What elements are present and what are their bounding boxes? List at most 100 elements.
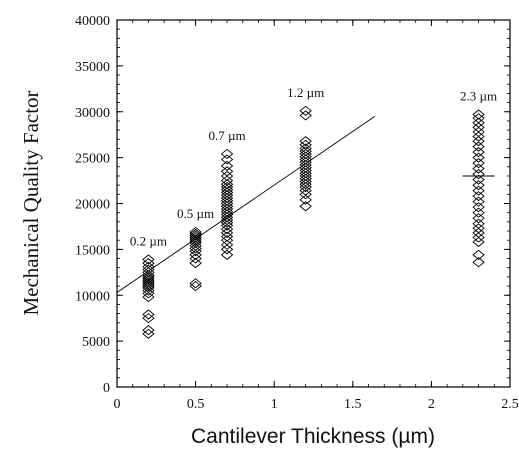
data-point [189, 230, 202, 241]
data-point [220, 154, 234, 165]
data-point [142, 292, 155, 303]
data-point [220, 201, 234, 212]
data-point [472, 257, 485, 268]
data-point [472, 223, 485, 234]
data-point [189, 278, 202, 289]
data-point [220, 235, 234, 246]
x-tick-label: 0.5 [187, 397, 205, 412]
data-point [299, 151, 312, 162]
fit-line [116, 115, 376, 293]
data-point [220, 231, 234, 242]
data-point [220, 187, 234, 198]
data-point [220, 198, 234, 209]
data-point [142, 313, 155, 324]
axis-ticks: 0 0.5 1 1.5 2 2.5 0 5000 10000 15000 20000 25000 300… [75, 14, 519, 412]
data-point [142, 325, 155, 336]
data-point [299, 179, 312, 190]
group-label: 0.5 µm [177, 206, 214, 221]
data-point [299, 162, 312, 173]
data-point [299, 201, 312, 212]
data-point [472, 227, 485, 238]
x-tick-label: 1.5 [344, 397, 362, 412]
data-point [189, 228, 202, 239]
data-point [299, 189, 312, 200]
data-point [472, 185, 485, 196]
group-label: 0.2 µm [130, 233, 167, 248]
data-point [142, 258, 155, 269]
data-point [299, 168, 312, 179]
data-point [189, 253, 202, 264]
data-point [472, 213, 485, 224]
data-point [220, 170, 234, 182]
data-point [220, 190, 234, 201]
data-point [299, 105, 312, 116]
data-point [189, 249, 202, 260]
data-point [220, 195, 234, 206]
data-point [472, 117, 485, 128]
data-point [220, 192, 234, 204]
data-point [472, 191, 485, 202]
data-point [472, 232, 485, 243]
data-point [299, 173, 312, 184]
data-point [472, 158, 485, 169]
data-point [189, 280, 202, 292]
y-tick-label: 25000 [75, 152, 110, 167]
data-point [220, 160, 234, 171]
y-tick-label: 10000 [75, 289, 110, 304]
group-label: 1.2 µm [287, 85, 324, 100]
data-point [299, 146, 312, 157]
x-tick-label: 1 [271, 397, 278, 412]
x-tick-label: 0 [114, 397, 121, 412]
data-point [472, 126, 485, 138]
data-point [142, 254, 155, 265]
data-point [472, 236, 485, 248]
data-point [299, 170, 312, 182]
data-point [472, 196, 485, 207]
data-points [142, 105, 495, 339]
plot-area [116, 19, 511, 388]
data-point [472, 136, 485, 147]
y-tick-label: 5000 [82, 335, 110, 350]
x-tick-label: 2.5 [501, 397, 519, 412]
data-point [472, 109, 485, 120]
data-point [142, 261, 155, 272]
data-point [299, 194, 312, 205]
data-point [472, 202, 485, 213]
data-point [220, 227, 234, 238]
data-point [220, 184, 234, 195]
data-point [472, 141, 485, 152]
data-point [299, 185, 312, 196]
data-point [220, 244, 234, 255]
fit-line-layer [116, 115, 376, 293]
data-point [299, 176, 312, 187]
data-point [220, 249, 234, 260]
data-point [142, 309, 155, 320]
data-point [472, 147, 485, 158]
data-point [220, 148, 234, 160]
data-point [220, 179, 234, 190]
data-point [220, 181, 234, 193]
x-axis-title: Cantilever Thickness (µm) [191, 425, 435, 448]
data-point [472, 180, 485, 191]
group-annotations: 0.2 µm 0.5 µm 0.7 µm 1.2 µm 2.3 µm [130, 85, 497, 249]
data-point [472, 207, 485, 218]
data-point [299, 143, 312, 154]
data-point [299, 157, 312, 168]
group-label: 2.3 µm [460, 89, 497, 104]
data-point [220, 239, 234, 250]
data-point [189, 258, 202, 269]
data-point [220, 175, 234, 186]
data-point [299, 139, 312, 150]
group-label: 0.7 µm [208, 128, 245, 143]
y-tick-label: 30000 [75, 106, 110, 121]
data-point [472, 113, 485, 124]
data-point [299, 136, 312, 147]
data-point [299, 110, 312, 121]
y-tick-label: 15000 [75, 243, 110, 258]
data-point [220, 203, 234, 215]
data-point [299, 148, 312, 160]
data-point [472, 163, 485, 174]
data-point [299, 165, 312, 176]
x-tick-label: 2 [428, 397, 435, 412]
